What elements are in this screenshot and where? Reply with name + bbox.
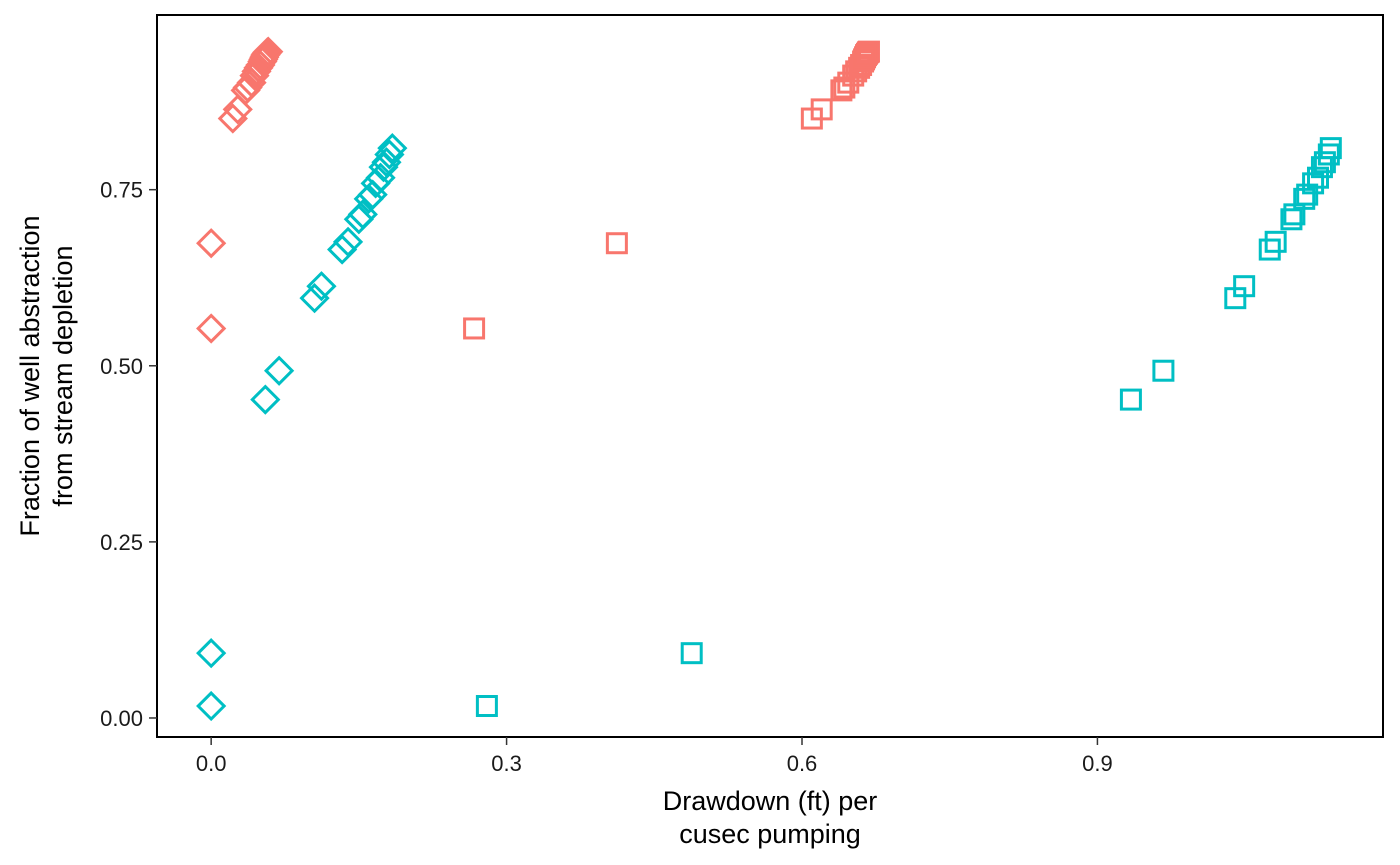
data-point-square xyxy=(1313,151,1336,174)
y-tick-label: 0.25 xyxy=(100,530,143,555)
data-point-square xyxy=(475,695,498,718)
y-tick-label: 0.50 xyxy=(100,354,143,379)
x-tick-label: 0.0 xyxy=(196,751,227,776)
data-point-diamond xyxy=(222,94,253,125)
data-point-square xyxy=(1319,137,1342,160)
data-point-diamond xyxy=(217,103,248,134)
data-point-square xyxy=(1233,275,1256,298)
y-axis: 0.00 0.25 0.50 0.75 xyxy=(100,178,157,731)
points-layer xyxy=(196,36,1342,722)
data-point-diamond xyxy=(250,384,281,415)
data-point-square xyxy=(1152,359,1175,382)
x-tick-label: 0.6 xyxy=(787,751,818,776)
data-point-diamond xyxy=(263,355,295,386)
data-point-square xyxy=(680,642,703,665)
x-axis-title-line-2: cusec pumping xyxy=(679,819,861,849)
data-point-square xyxy=(1280,208,1303,231)
plot-panel-border xyxy=(156,14,1384,738)
data-point-diamond xyxy=(196,228,227,259)
data-point-diamond xyxy=(377,133,408,164)
x-tick-label: 0.3 xyxy=(491,751,522,776)
data-point-square xyxy=(830,79,853,102)
data-point-square xyxy=(1119,388,1142,411)
data-point-square xyxy=(463,317,486,340)
x-axis: 0.0 0.3 0.6 0.9 xyxy=(196,737,1113,776)
data-point-diamond xyxy=(196,690,227,722)
data-point-square xyxy=(810,98,833,121)
data-point-square xyxy=(605,232,628,255)
y-axis-title-line-1: Fraction of well abstraction xyxy=(15,215,45,536)
data-point-diamond xyxy=(196,638,227,669)
data-point-square xyxy=(857,40,880,63)
data-point-diamond xyxy=(299,283,330,314)
y-tick-label: 0.00 xyxy=(100,706,143,731)
x-axis-title-line-1: Drawdown (ft) per xyxy=(663,786,878,816)
y-tick-label: 0.75 xyxy=(100,178,143,203)
data-point-diamond xyxy=(253,36,284,67)
data-point-square xyxy=(1264,230,1287,253)
data-point-diamond xyxy=(332,226,364,257)
data-point-diamond xyxy=(196,313,227,344)
data-point-diamond xyxy=(306,271,337,302)
x-tick-label: 0.9 xyxy=(1082,751,1113,776)
y-axis-title-line-2: from stream depletion xyxy=(48,245,78,506)
data-point-square xyxy=(1258,238,1281,261)
data-point-diamond xyxy=(327,234,358,265)
data-point-square xyxy=(1317,143,1340,166)
